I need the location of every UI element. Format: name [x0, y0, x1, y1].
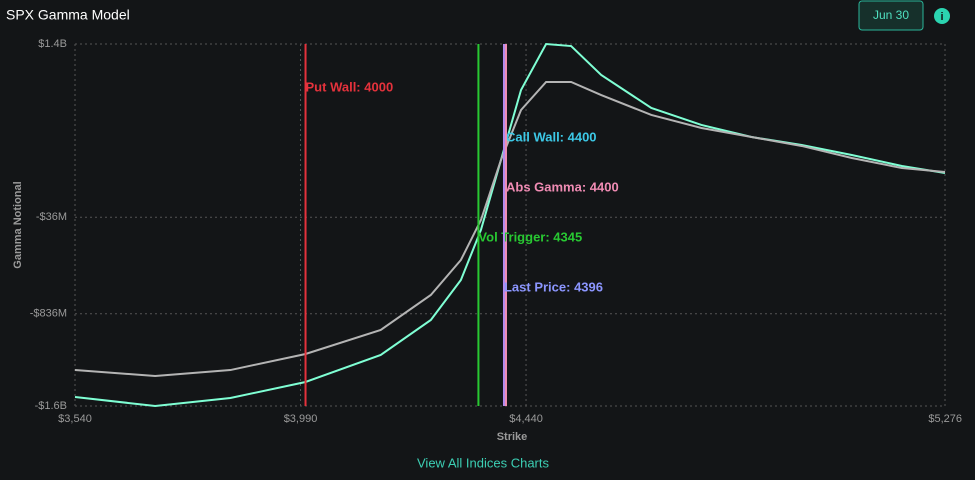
reference-label: Abs Gamma: 4400 — [506, 179, 619, 194]
x-tick-label: $4,440 — [509, 413, 543, 425]
reference-label: Vol Trigger: 4345 — [478, 229, 582, 244]
y-tick-label: -$836M — [30, 308, 67, 320]
x-tick-label: $3,990 — [284, 413, 318, 425]
x-tick-label: $5,276 — [928, 413, 962, 425]
date-button-label[interactable]: Jun 30 — [873, 8, 909, 22]
y-tick-label: -$1.6B — [35, 400, 67, 412]
reference-label: Last Price: 4396 — [504, 279, 603, 294]
y-axis-label: Gamma Notional — [12, 181, 24, 268]
x-tick-label: $3,540 — [58, 413, 92, 425]
y-tick-label: -$36M — [36, 211, 67, 223]
date-button[interactable] — [858, 0, 924, 31]
info-icon-glyph[interactable]: i — [940, 11, 943, 23]
reference-label: Put Wall: 4000 — [306, 79, 394, 94]
chart-title: SPX Gamma Model — [6, 7, 130, 23]
y-tick-label: $1.4B — [38, 38, 67, 50]
series-line — [74, 81, 946, 377]
reference-label: Call Wall: 4400 — [506, 129, 597, 144]
x-axis-label: Strike — [497, 431, 528, 443]
info-icon[interactable] — [934, 8, 950, 24]
charts-link[interactable]: View All Indices Charts — [417, 455, 549, 470]
